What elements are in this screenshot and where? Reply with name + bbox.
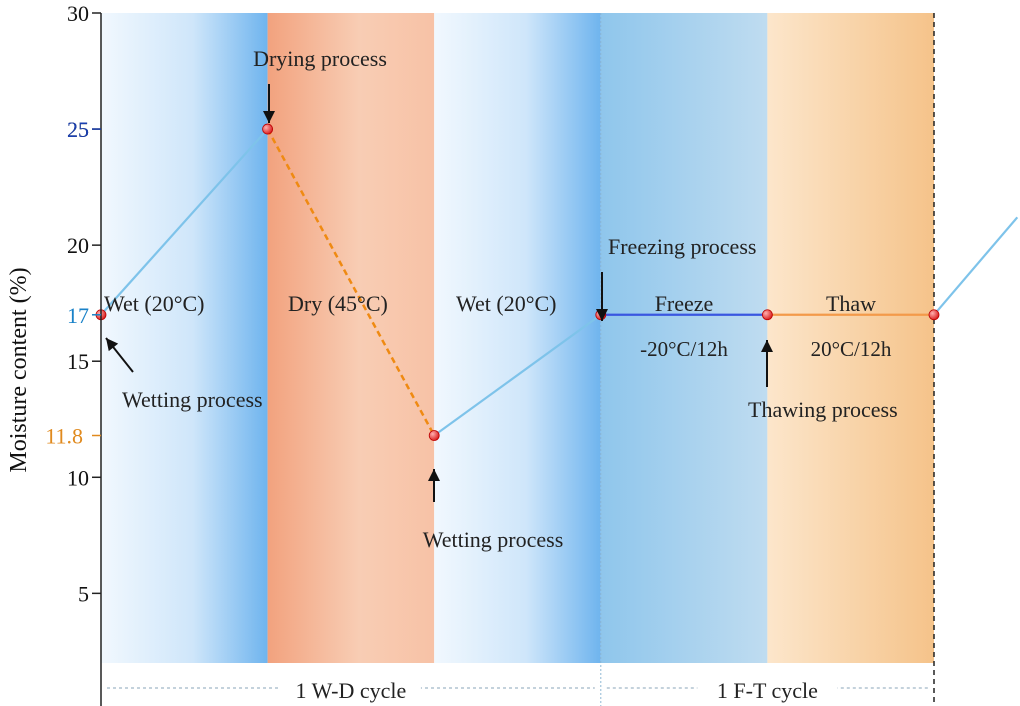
annotation-label-1: Wetting process <box>122 387 263 412</box>
data-point-1 <box>262 123 274 135</box>
annotation-arrowhead-2 <box>428 469 440 481</box>
y-tick-highlight-label-11.8: 11.8 <box>45 424 83 449</box>
annotation-label-3: Freezing process <box>608 234 756 259</box>
y-tick-highlight-label-25: 25 <box>67 117 89 142</box>
y-tick-label-5: 5 <box>78 581 89 606</box>
annotation-label-4: Thawing process <box>748 397 898 422</box>
band-wet-0 <box>101 13 268 663</box>
data-point-4 <box>762 309 773 321</box>
data-point-2 <box>428 430 440 441</box>
series-wetting-1 <box>100 128 269 316</box>
band-thaw-4 <box>767 13 934 663</box>
band-label-dry: Dry (45°C) <box>288 291 388 316</box>
cycle-label-0: 1 W-D cycle <box>296 678 407 703</box>
cycle-label-1: 1 F-T cycle <box>717 678 818 703</box>
y-tick-label-20: 20 <box>67 233 89 258</box>
series-wetting-2 <box>433 313 602 437</box>
y-tick-label-25: 25 <box>67 117 89 142</box>
annotation-label-2: Wetting process <box>423 527 564 552</box>
cycle-label-bg-1 <box>697 676 838 700</box>
series-wetting-3 <box>933 216 1019 316</box>
annotation-arrowhead-0 <box>263 111 275 123</box>
annotation-arrowhead-1 <box>106 338 119 352</box>
y-tick-label-10: 10 <box>67 465 89 490</box>
band-sublabel-freeze: -20°C/12h <box>640 337 728 361</box>
y-tick-highlight-label-17: 17 <box>67 303 89 328</box>
cycle-label-bg-0 <box>280 676 421 700</box>
series-drying <box>266 128 436 437</box>
band-wet-2 <box>434 13 601 663</box>
annotation-arrowhead-3 <box>596 309 608 321</box>
band-label-wet: Wet (20°C) <box>456 291 557 316</box>
band-sublabel-thaw: 20°C/12h <box>811 337 892 361</box>
band-dry-1 <box>267 13 435 663</box>
y-tick-label-30: 30 <box>67 1 89 26</box>
band-label-wet: Wet (20°C) <box>104 291 205 316</box>
annotation-arrowhead-4 <box>761 340 773 352</box>
y-tick-label-15: 15 <box>67 349 89 374</box>
band-freeze-3 <box>600 13 768 663</box>
band-label-freeze: Freeze <box>655 291 714 316</box>
data-point-5 <box>928 309 940 321</box>
annotation-label-0: Drying process <box>253 46 387 71</box>
y-axis-label: Moisture content (%) <box>6 267 32 472</box>
band-label-thaw: Thaw <box>826 291 876 316</box>
